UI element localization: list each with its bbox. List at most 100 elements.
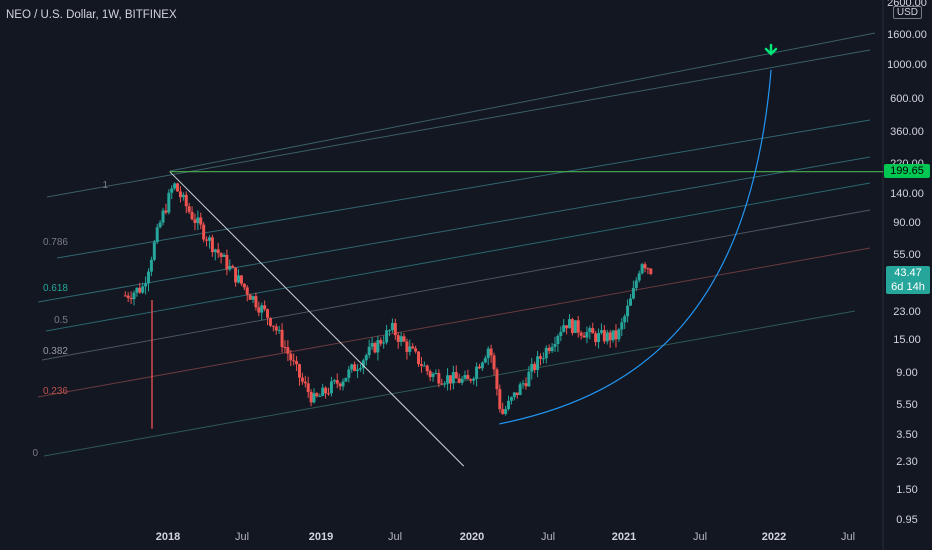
candle-body — [446, 375, 450, 384]
candle-body — [271, 325, 275, 327]
candle-body — [289, 353, 293, 361]
downtrend-line — [169, 171, 465, 467]
candle-body — [312, 393, 316, 403]
candle-body — [138, 287, 142, 293]
candle-body — [387, 330, 391, 332]
candle-body — [408, 346, 412, 352]
price-axis-label: 1000.00 — [887, 59, 927, 72]
candle-body — [643, 264, 647, 269]
candle-body — [318, 395, 322, 397]
candle-body — [489, 348, 493, 356]
candle-body — [501, 409, 505, 414]
time-axis-label: 2019 — [308, 531, 334, 543]
candle-body — [199, 217, 203, 225]
candle-body — [295, 360, 299, 365]
time-axis-label: 2020 — [459, 531, 485, 543]
candle-body — [286, 347, 290, 354]
price-axis-label: 90.00 — [893, 216, 921, 229]
candle-body — [210, 237, 214, 253]
candle-body — [556, 335, 560, 345]
candle-body — [327, 393, 331, 395]
candle-body — [297, 364, 301, 378]
fib-channel-line — [46, 49, 871, 198]
candle-body — [527, 371, 531, 387]
candle-body — [292, 360, 296, 362]
price-axis-label: 15.00 — [893, 333, 921, 346]
candle-body — [623, 316, 627, 323]
candle-body — [515, 392, 519, 396]
candle-body — [425, 365, 429, 372]
candle-body — [559, 331, 563, 336]
candle-body — [228, 265, 232, 270]
candle-body — [399, 336, 403, 342]
price-axis-label: 1.50 — [896, 484, 918, 497]
fib-channel-line — [43, 310, 856, 457]
candle-body — [628, 298, 632, 306]
candle-body — [309, 392, 313, 403]
candle-body — [570, 319, 574, 333]
candle-body — [347, 369, 351, 378]
candle-body — [303, 381, 307, 384]
candle-body — [266, 309, 270, 318]
candle-body — [431, 373, 435, 377]
candle-body — [562, 325, 566, 332]
candle-body — [443, 383, 447, 385]
candle-body — [338, 383, 342, 387]
candle-body — [260, 305, 264, 313]
candle-body — [164, 210, 168, 213]
last-price-value: 43.47 — [894, 267, 922, 279]
candle-body — [422, 365, 426, 367]
price-axis-label: 2.30 — [896, 456, 918, 469]
chart-title: NEO / U.S. Dollar, 1W, BITFINEX — [6, 9, 177, 21]
candle-body — [170, 188, 174, 193]
candle-body — [184, 194, 188, 207]
candle-body — [524, 383, 528, 387]
price-axis-label: 9.00 — [896, 367, 918, 380]
candle-body — [591, 328, 595, 334]
currency-badge[interactable]: USD — [892, 6, 922, 19]
price-axis-label: 140.00 — [890, 187, 924, 200]
time-axis-label: Jul — [540, 531, 556, 543]
candle-body — [231, 265, 235, 268]
candle-body — [248, 294, 252, 300]
candle-body — [225, 254, 229, 270]
candle-body — [626, 305, 630, 317]
candle-body — [193, 219, 197, 224]
candle-body — [553, 344, 557, 347]
candle-body — [614, 330, 618, 340]
price-axis-label: 55.00 — [893, 248, 921, 261]
candle-body — [173, 183, 177, 189]
candle-body — [216, 249, 220, 254]
candle-body — [457, 378, 461, 383]
candle-body — [469, 379, 473, 381]
candle-body — [234, 267, 238, 283]
candle-body — [608, 332, 612, 341]
fib-level-label: 1 — [102, 180, 108, 191]
parabolic-curve — [499, 69, 772, 425]
candle-body — [480, 362, 484, 369]
candle-body — [390, 323, 394, 331]
candle-body — [597, 332, 601, 343]
candle-body — [332, 380, 336, 382]
candle-body — [512, 392, 516, 398]
fib-channel-line — [41, 209, 871, 361]
candle-body — [507, 400, 511, 410]
candle-body — [385, 330, 389, 343]
candle-body — [181, 194, 185, 198]
candle-body — [536, 356, 540, 371]
candle-body — [251, 296, 255, 300]
candle-body — [379, 340, 383, 344]
candle-body — [335, 380, 339, 384]
candle-body — [315, 393, 319, 397]
candle-body — [205, 239, 209, 241]
candle-body — [414, 348, 418, 352]
candle-body — [190, 211, 194, 220]
candle-body — [149, 259, 153, 272]
candle-body — [579, 332, 583, 336]
candle-body — [637, 273, 641, 281]
candle-body — [530, 363, 534, 372]
candle-body — [364, 355, 368, 361]
candle-body — [135, 287, 139, 293]
candle-body — [402, 336, 406, 342]
